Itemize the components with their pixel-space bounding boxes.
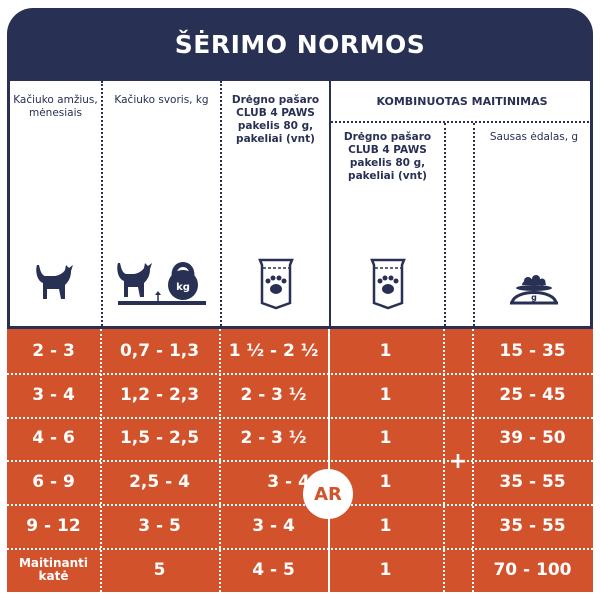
header-age: Kačiuko amžius, mėnesiais — [10, 81, 103, 326]
cell-age: 2 - 3 — [32, 340, 75, 361]
cell-age: 4 - 6 — [32, 428, 75, 449]
cell-age: 3 - 4 — [32, 384, 75, 405]
cell-weight: 0,7 - 1,3 — [119, 340, 200, 361]
page-title: ŠĖRIMO NORMOS — [7, 8, 593, 81]
cell-combined-dry: 35 - 55 — [499, 472, 566, 493]
cell-combined-dry: 70 - 100 — [493, 559, 572, 580]
food-bowl-icon: g — [475, 275, 593, 309]
cell-combined-dry: 25 - 45 — [499, 384, 566, 405]
svg-text:kg: kg — [176, 282, 190, 293]
header-combined-dry-label: Sausas ėdalas, g — [489, 131, 579, 143]
row-divider — [7, 372, 593, 375]
table-row: Maitinanti katė 5 4 - 5 1 70 - 100 — [7, 548, 593, 592]
header-weight-label: Kačiuko svoris, kg — [114, 94, 209, 106]
plus-sign: + — [448, 449, 468, 474]
cell-weight: 5 — [153, 559, 166, 580]
header-combined-wet: Drėgno pašaro CLUB 4 PAWS pakelis 80 g, … — [331, 123, 446, 326]
cell-combined-wet: 1 — [379, 384, 392, 405]
pouch-paw-icon — [222, 257, 329, 311]
cell-wet: 1 ½ - 2 ½ — [228, 340, 319, 361]
header-combined-wet-label: Drėgno pašaro CLUB 4 PAWS pakelis 80 g, … — [343, 131, 432, 182]
cell-combined-wet: 1 — [379, 428, 392, 449]
or-badge: AR — [303, 469, 353, 519]
cell-combined-dry: 15 - 35 — [499, 340, 566, 361]
table-row: 4 - 6 1,5 - 2,5 2 - 3 ½ 1 39 - 50 — [7, 417, 593, 461]
cell-wet: 3 - 4 — [267, 472, 310, 493]
header-combined-dry: Sausas ėdalas, g g — [475, 123, 593, 326]
cell-wet: 3 - 4 — [252, 516, 295, 537]
table-row: 3 - 4 1,2 - 2,3 2 - 3 ½ 1 25 - 45 — [7, 373, 593, 417]
row-divider — [7, 416, 593, 419]
table-row: 6 - 9 2,5 - 4 3 - 4 1 35 - 55 — [7, 460, 593, 504]
cell-weight: 2,5 - 4 — [129, 472, 190, 493]
cell-wet: 2 - 3 ½ — [240, 384, 307, 405]
table-body: 2 - 3 0,7 - 1,3 1 ½ - 2 ½ 1 15 - 35 3 - … — [7, 329, 593, 592]
cell-combined-dry: 39 - 50 — [499, 428, 566, 449]
header-wet-label: Drėgno pašaro CLUB 4 PAWS pakelis 80 g, … — [231, 94, 320, 145]
cell-combined-wet: 1 — [379, 559, 392, 580]
cell-weight: 3 - 5 — [138, 516, 181, 537]
cell-age: 9 - 12 — [26, 516, 81, 537]
cell-combined-wet: 1 — [379, 472, 392, 493]
cell-weight: 1,2 - 2,3 — [119, 384, 200, 405]
svg-text:g: g — [531, 293, 537, 302]
row-divider — [7, 504, 593, 507]
cell-age: 6 - 9 — [32, 472, 75, 493]
header-wet-food: Drėgno pašaro CLUB 4 PAWS pakelis 80 g, … — [222, 81, 331, 326]
header-age-label: Kačiuko amžius, mėnesiais — [13, 94, 98, 119]
combined-feeding-title: KOMBINUOTAS MAITINIMAS — [331, 81, 593, 123]
row-divider — [7, 460, 593, 463]
cell-combined-wet: 1 — [379, 340, 392, 361]
table-row: 9 - 12 3 - 5 3 - 4 1 35 - 55 — [7, 504, 593, 548]
cell-weight: 1,5 - 2,5 — [119, 428, 200, 449]
cell-wet: 2 - 3 ½ — [240, 428, 307, 449]
cell-combined-dry: 35 - 55 — [499, 516, 566, 537]
row-divider — [7, 548, 593, 550]
pouch-paw-icon — [331, 257, 444, 311]
table-row: 2 - 3 0,7 - 1,3 1 ½ - 2 ½ 1 15 - 35 — [7, 329, 593, 373]
kitten-icon — [10, 257, 101, 303]
header-plus-spacer — [446, 123, 475, 326]
cell-wet: 4 - 5 — [252, 559, 295, 580]
table-header: Kačiuko amžius, mėnesiais Kačiuko svoris… — [7, 81, 593, 329]
header-weight: Kačiuko svoris, kg kg — [103, 81, 222, 326]
feeding-table: ŠĖRIMO NORMOS Kačiuko amžius, mėnesiais … — [7, 8, 593, 592]
kitten-on-scale-kettlebell-icon: kg — [103, 253, 220, 309]
cell-combined-wet: 1 — [379, 516, 392, 537]
cell-age: Maitinanti katė — [18, 555, 89, 583]
